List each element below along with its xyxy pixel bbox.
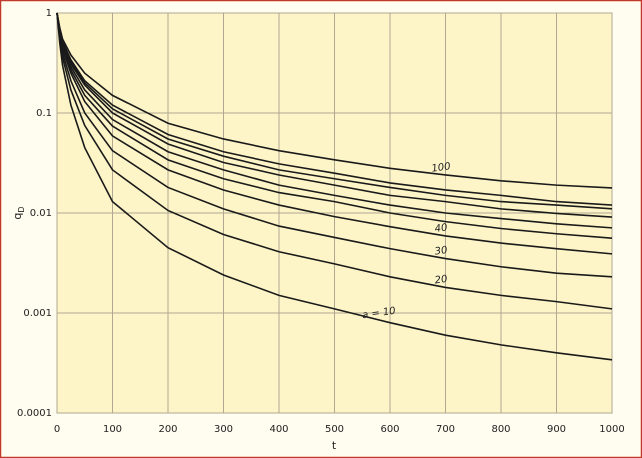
x-tick-label: 600 <box>380 424 399 435</box>
curve-label: 100 <box>431 161 451 175</box>
x-tick-label: 400 <box>269 424 288 435</box>
y-tick-label: 0.01 <box>30 208 52 219</box>
series-line <box>56 12 613 255</box>
series-line <box>56 12 613 189</box>
series-line <box>56 12 613 229</box>
x-axis-label: t <box>332 439 337 452</box>
series-line <box>56 12 613 310</box>
y-tick-label: 0.1 <box>36 108 52 119</box>
y-tick-label: 0.0001 <box>17 408 52 419</box>
x-tick-label: 900 <box>547 424 566 435</box>
curve-label: 20 <box>434 274 448 287</box>
x-tick-label: 200 <box>158 424 177 435</box>
y-axis-label: qD <box>11 206 26 219</box>
y-axis-label-main: q <box>11 213 24 220</box>
y-tick-label: 1 <box>46 8 52 19</box>
series-line <box>56 12 613 206</box>
x-tick-label: 800 <box>491 424 510 435</box>
series-line <box>56 12 613 239</box>
x-tick-label: 0 <box>54 424 60 435</box>
curve-label: 30 <box>434 245 448 258</box>
series-line <box>56 12 613 278</box>
x-tick-label: 300 <box>214 424 233 435</box>
y-tick-label: 0.001 <box>23 308 52 319</box>
curve-label: a = 10 <box>362 306 397 322</box>
x-tick-label: 500 <box>325 424 344 435</box>
y-axis-label-sub: D <box>17 206 26 212</box>
curve-label: 40 <box>434 222 448 235</box>
series-line <box>56 12 613 361</box>
x-tick-label: 100 <box>103 424 122 435</box>
x-tick-label: 1000 <box>599 424 624 435</box>
x-tick-label: 700 <box>436 424 455 435</box>
